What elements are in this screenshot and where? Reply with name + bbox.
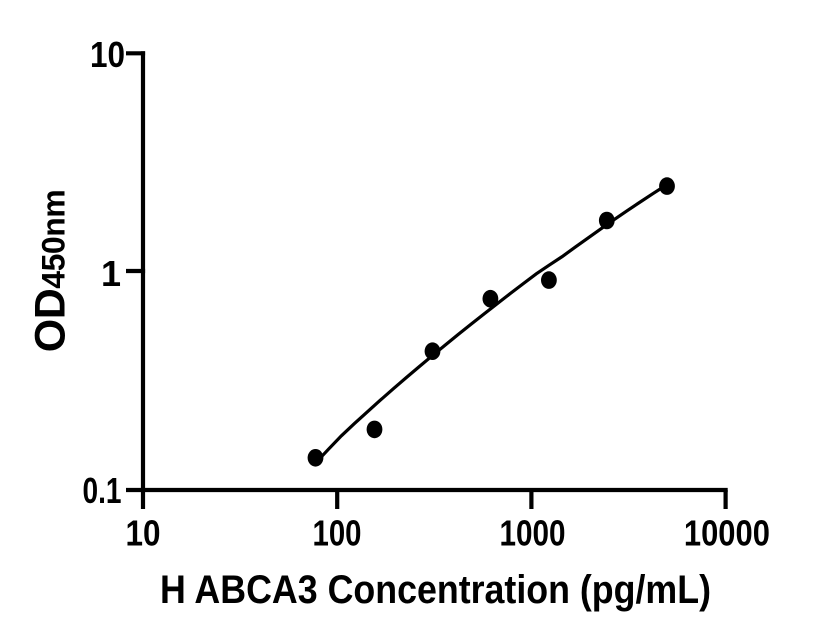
svg-text:1000: 1000	[500, 513, 566, 554]
svg-text:0.1: 0.1	[83, 470, 122, 511]
svg-text:H ABCA3 Concentration (pg/mL): H ABCA3 Concentration (pg/mL)	[160, 568, 711, 612]
svg-text:10: 10	[126, 513, 161, 554]
svg-text:1: 1	[101, 253, 121, 294]
svg-text:10: 10	[90, 34, 125, 75]
svg-text:10000: 10000	[684, 513, 770, 554]
svg-text:100: 100	[313, 513, 362, 554]
svg-text:OD450nm: OD450nm	[27, 190, 75, 352]
